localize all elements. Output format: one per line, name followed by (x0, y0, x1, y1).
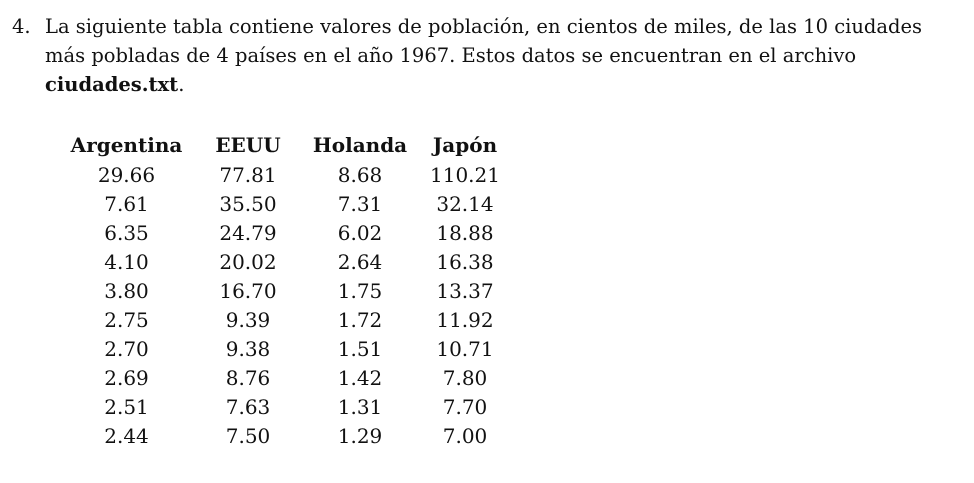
data-filename: ciudades.txt (45, 73, 179, 96)
table-row: 3.80 16.70 1.75 13.37 (58, 276, 511, 305)
table-cell-argentina: 6.35 (104, 220, 149, 245)
table-cell-argentina: 2.75 (104, 307, 149, 332)
column-header-eeuu: EEUU (215, 132, 281, 157)
table-cell-argentina: 2.70 (104, 336, 149, 361)
table-cell-japon: 110.21 (430, 162, 500, 187)
table-cell-eeuu: 77.81 (219, 162, 277, 187)
table-cell-argentina: 2.51 (104, 394, 149, 419)
problem-text-before-filename: La siguiente tabla contiene valores de p… (45, 15, 923, 67)
table-cell-japon: 7.00 (442, 423, 488, 448)
table-row: 2.75 9.39 1.72 11.92 (58, 305, 511, 334)
column-header-holanda: Holanda (312, 132, 408, 157)
table-cell-holanda: 1.31 (337, 394, 383, 419)
table-cell-argentina: 2.69 (104, 365, 149, 390)
table-cell-argentina: 29.66 (97, 162, 156, 187)
table-cell-holanda: 1.29 (337, 423, 383, 448)
problem-number: 4. (12, 15, 31, 38)
table-cell-eeuu: 9.39 (225, 307, 271, 332)
table-row: 6.35 24.79 6.02 18.88 (58, 218, 511, 247)
table-cell-japon: 7.70 (442, 394, 488, 419)
table-cell-eeuu: 8.76 (225, 365, 271, 390)
table-row: 29.66 77.81 8.68 110.21 (58, 160, 511, 189)
table-cell-holanda: 7.31 (337, 191, 383, 216)
table-row: 2.51 7.63 1.31 7.70 (58, 392, 511, 421)
problem-text: La siguiente tabla contiene valores de p… (45, 12, 962, 99)
table-header: Argentina EEUU Holanda Japón (58, 129, 511, 160)
column-header-argentina: Argentina (70, 132, 183, 157)
problem-statement: 4. La siguiente tabla contiene valores d… (12, 12, 962, 99)
table-cell-eeuu: 7.63 (225, 394, 271, 419)
table-cell-argentina: 4.10 (104, 249, 149, 274)
table-row: 2.69 8.76 1.42 7.80 (58, 363, 511, 392)
table-cell-japon: 11.92 (436, 307, 494, 332)
table-row: 2.44 7.50 1.29 7.00 (58, 421, 511, 450)
table-cell-eeuu: 16.70 (219, 278, 277, 303)
table-cell-eeuu: 24.79 (219, 220, 277, 245)
table-cell-argentina: 3.80 (104, 278, 149, 303)
table-cell-argentina: 7.61 (104, 191, 149, 216)
table-cell-eeuu: 7.50 (225, 423, 271, 448)
problem-text-after-filename: . (178, 73, 185, 96)
table-cell-holanda: 1.42 (337, 365, 383, 390)
table-cell-japon: 13.37 (436, 278, 494, 303)
table-cell-japon: 10.71 (436, 336, 494, 361)
table-cell-holanda: 1.75 (337, 278, 383, 303)
header-row: Argentina EEUU Holanda Japón (58, 129, 511, 160)
table-cell-argentina: 2.44 (104, 423, 149, 448)
table-cell-eeuu: 9.38 (225, 336, 271, 361)
population-table: Argentina EEUU Holanda Japón 29.66 77.81… (58, 129, 511, 450)
table-cell-holanda: 8.68 (337, 162, 383, 187)
table-row: 2.70 9.38 1.51 10.71 (58, 334, 511, 363)
table-cell-holanda: 6.02 (337, 220, 383, 245)
table-cell-holanda: 2.64 (337, 249, 383, 274)
table-cell-holanda: 1.72 (337, 307, 383, 332)
table-cell-japon: 7.80 (442, 365, 488, 390)
table-body: 29.66 77.81 8.68 110.21 7.61 35.50 7.31 … (58, 160, 511, 450)
table-row: 7.61 35.50 7.31 32.14 (58, 189, 511, 218)
table-cell-japon: 16.38 (436, 249, 494, 274)
table-cell-japon: 32.14 (436, 191, 494, 216)
table-cell-eeuu: 35.50 (219, 191, 277, 216)
table-cell-japon: 18.88 (436, 220, 494, 245)
column-header-japon: Japón (432, 132, 498, 157)
table-cell-eeuu: 20.02 (219, 249, 277, 274)
table-cell-holanda: 1.51 (337, 336, 383, 361)
table-row: 4.10 20.02 2.64 16.38 (58, 247, 511, 276)
